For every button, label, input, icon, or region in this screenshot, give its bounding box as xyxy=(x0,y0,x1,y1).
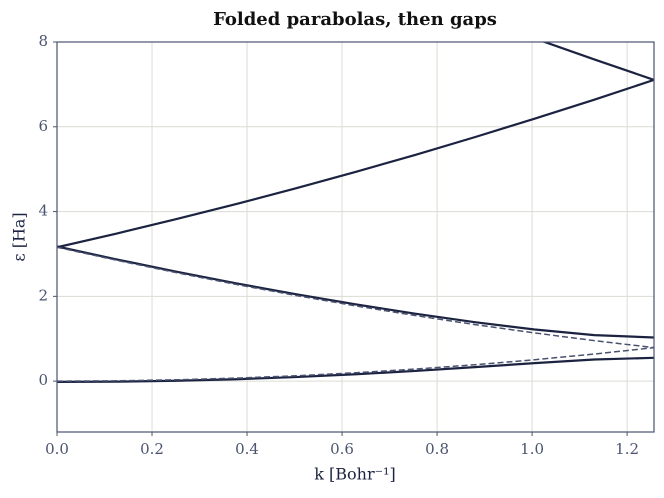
band-line xyxy=(57,245,654,339)
band-line xyxy=(541,42,654,81)
y-tick-label: 4 xyxy=(38,202,48,220)
chart-title: Folded parabolas, then gaps xyxy=(213,9,497,30)
y-tick-label: 0 xyxy=(38,371,48,389)
x-tick-label: 0.8 xyxy=(425,440,449,458)
band-line xyxy=(57,356,654,383)
band-line xyxy=(57,246,654,349)
x-axis-label: k [Bohr⁻¹] xyxy=(314,465,395,484)
x-tick-label: 0.6 xyxy=(330,440,354,458)
y-axis-label: ε [Ha] xyxy=(10,212,29,261)
band-line xyxy=(57,346,654,382)
y-tick-label: 2 xyxy=(38,286,48,304)
x-tick-label: 1.0 xyxy=(520,440,544,458)
x-tick-label: 0.2 xyxy=(140,440,164,458)
plot-frame xyxy=(56,41,655,433)
y-tick-label: 6 xyxy=(38,117,48,135)
x-tick-label: 1.2 xyxy=(615,440,639,458)
x-tick-label: 0.0 xyxy=(45,440,69,458)
y-tick-label: 8 xyxy=(38,32,48,50)
x-tick-label: 0.4 xyxy=(235,440,259,458)
band-line xyxy=(57,78,654,249)
